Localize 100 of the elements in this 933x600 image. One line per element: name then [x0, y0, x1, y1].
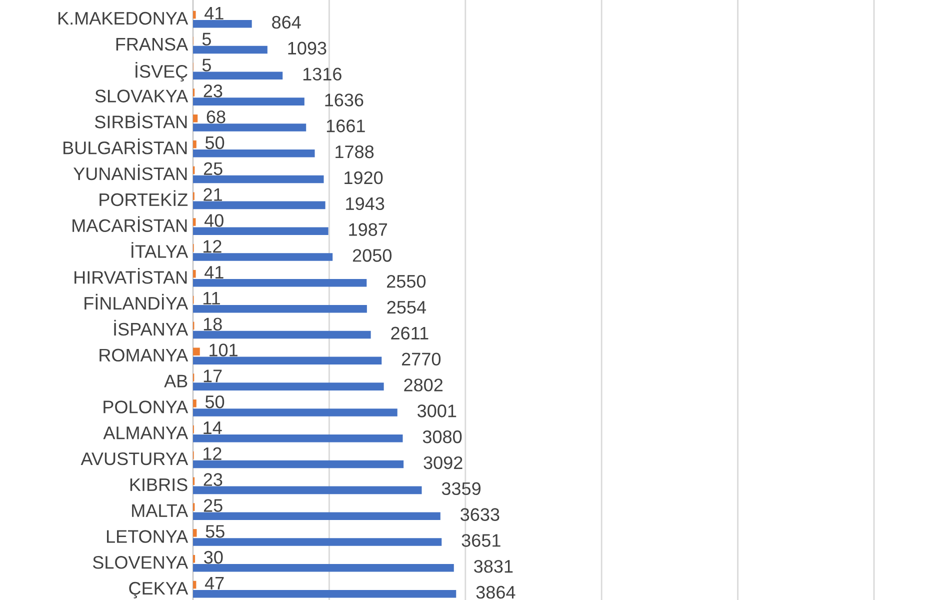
- data-label: 5: [202, 58, 211, 72]
- y-tick-label: ALMANYA: [103, 426, 188, 440]
- data-label: 1316: [303, 68, 342, 80]
- data-label: 2802: [404, 378, 443, 392]
- data-label: 3092: [424, 456, 462, 470]
- y-tick-label: K.MAKEDONYA: [58, 12, 188, 25]
- bar: [193, 114, 198, 122]
- data-label: 23: [204, 84, 222, 98]
- y-tick-label: SLOVAKYA: [95, 90, 188, 102]
- data-label: 25: [204, 499, 222, 512]
- data-label: 12: [204, 240, 222, 253]
- bar: [193, 270, 196, 278]
- data-label: 11: [203, 292, 220, 304]
- bar: [193, 175, 324, 184]
- bar: [193, 408, 398, 416]
- bar: [193, 580, 196, 589]
- data-label: 3831: [474, 560, 513, 573]
- y-tick-label: HIRVATİSTAN: [74, 268, 187, 284]
- data-label: 1987: [349, 223, 388, 236]
- data-label: 101: [210, 344, 238, 356]
- bar: [193, 20, 252, 28]
- y-tick-label: İSPANYA: [114, 320, 188, 336]
- data-label: 1636: [325, 94, 364, 106]
- y-tick-label: ROMANYA: [100, 348, 188, 362]
- y-tick-label: FRANSA: [116, 38, 188, 51]
- data-label: 17: [204, 370, 222, 382]
- data-label: 3864: [476, 586, 516, 599]
- bar: [193, 590, 456, 598]
- data-label: 14: [204, 422, 222, 434]
- y-tick-label: PORTEKİZ: [100, 190, 188, 206]
- data-label: 12: [204, 447, 222, 460]
- data-label: 1943: [346, 197, 384, 210]
- bar: [193, 400, 196, 408]
- data-label: 41: [204, 7, 224, 20]
- y-tick-label: İSVEÇ: [136, 62, 188, 82]
- data-label: 3359: [442, 482, 481, 496]
- data-label: 2550: [387, 274, 426, 288]
- bar: [193, 304, 367, 313]
- data-label: 50: [205, 395, 224, 408]
- bar: [193, 330, 371, 339]
- y-tick-label: MALTA: [132, 504, 188, 517]
- y-tick-label: AB: [164, 374, 188, 388]
- bar: [193, 10, 196, 19]
- y-tick-label: KIBRIS: [130, 478, 188, 492]
- data-label: 3080: [422, 430, 462, 444]
- bar: [193, 253, 333, 261]
- y-tick-label: AVUSTURYA: [80, 452, 188, 466]
- data-label: 21: [204, 188, 222, 201]
- y-tick-label: İTALYA: [132, 242, 188, 258]
- data-label: 2611: [391, 326, 428, 340]
- bar: [193, 512, 440, 520]
- y-tick-label: SLOVENYA: [92, 556, 188, 569]
- data-label: 1788: [336, 145, 374, 158]
- data-label: 18: [204, 318, 222, 331]
- bar: [193, 227, 328, 235]
- bar: [193, 46, 268, 54]
- data-label: 2770: [402, 352, 441, 366]
- bar: [193, 279, 367, 287]
- y-tick-label: BULGARİSTAN: [64, 138, 187, 154]
- data-label: 55: [206, 525, 224, 538]
- y-tick-label: LETONYA: [106, 530, 188, 543]
- bar: [193, 538, 442, 546]
- data-label: 5: [202, 32, 211, 46]
- bar: [193, 124, 306, 132]
- bar: [193, 356, 382, 365]
- bar: [193, 529, 197, 537]
- data-label: 2554: [387, 300, 426, 314]
- data-label: 2050: [352, 249, 392, 262]
- data-label: 23: [204, 473, 222, 486]
- bar: [193, 434, 403, 442]
- bar: [193, 149, 315, 158]
- y-tick-label: YUNANİSTAN: [73, 164, 187, 180]
- y-tick-label: POLONYA: [104, 400, 188, 414]
- y-tick-label: SIRBİSTAN: [94, 112, 187, 128]
- bar: [193, 140, 196, 148]
- bar: [193, 382, 384, 390]
- data-label: 1661: [326, 120, 365, 132]
- data-label: 40: [204, 214, 224, 227]
- bar: [193, 72, 283, 80]
- data-label: 41: [204, 266, 224, 279]
- data-label: 25: [204, 162, 222, 176]
- bar: [193, 98, 304, 106]
- data-label: 3651: [462, 534, 500, 547]
- y-tick-label: FİNLANDİYA: [84, 294, 188, 310]
- bar: [193, 201, 326, 210]
- data-label: 47: [204, 577, 224, 590]
- data-label: 3633: [460, 508, 500, 521]
- bar: [193, 218, 196, 226]
- data-label: 30: [204, 550, 223, 564]
- data-label: 864: [272, 16, 301, 29]
- y-tick-label: MACARİSTAN: [72, 216, 187, 232]
- data-label: 50: [205, 136, 224, 150]
- bar: [193, 348, 200, 356]
- data-label: 1093: [288, 42, 326, 55]
- bar: [193, 460, 404, 468]
- bar: [193, 564, 454, 572]
- y-tick-label: ÇEKYA: [129, 582, 188, 598]
- data-label: 1920: [344, 171, 383, 184]
- bar: [193, 486, 422, 494]
- data-label: 68: [206, 110, 226, 124]
